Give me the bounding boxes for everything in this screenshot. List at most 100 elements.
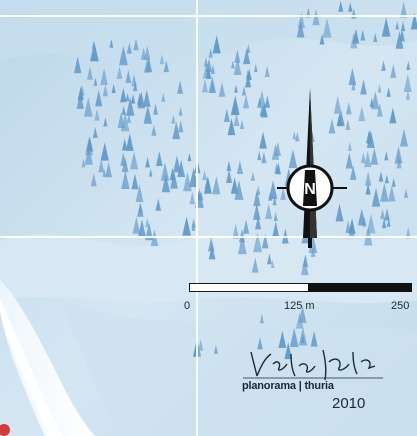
tree-icon (234, 84, 238, 93)
tree-icon (295, 311, 304, 329)
scale-label-middle: 125 m (284, 300, 315, 312)
tree-icon (278, 330, 287, 348)
tree-icon (312, 9, 320, 26)
tree-icon (81, 158, 86, 168)
tree-icon (348, 223, 355, 237)
scale-bar (189, 283, 412, 292)
valley-run-highlight (0, 300, 62, 436)
tree-icon (391, 177, 396, 187)
tree-icon (242, 94, 250, 109)
tree-icon (253, 63, 258, 73)
tree-icon (126, 97, 135, 116)
tree-icon (289, 327, 299, 348)
tree-icon (140, 47, 147, 60)
tree-icon (406, 60, 411, 71)
tree-icon (230, 177, 239, 194)
tree-icon (345, 101, 352, 115)
tree-icon (365, 183, 371, 195)
tree-icon (100, 142, 109, 161)
tree-icon (268, 180, 278, 200)
tree-icon (234, 49, 241, 63)
tree-icon (148, 168, 153, 177)
tree-icon (403, 188, 409, 198)
tree-icon (373, 32, 378, 42)
tree-icon (288, 149, 298, 168)
tree-icon (208, 47, 213, 58)
tree-icon (182, 216, 191, 236)
tree-icon (227, 118, 236, 136)
tree-icon (380, 182, 389, 202)
tree-icon (223, 108, 230, 123)
tree-icon (130, 151, 139, 170)
tree-icon (177, 80, 184, 94)
tree-icon (381, 17, 391, 37)
middle-ridge (0, 234, 417, 303)
tree-icon (384, 151, 389, 161)
tree-icon (300, 334, 305, 343)
tree-icon (234, 180, 244, 200)
tree-icon (212, 35, 221, 54)
tree-icon (362, 216, 367, 227)
tree-icon (322, 17, 332, 38)
tree-icon (103, 116, 108, 127)
compass-letter: N (304, 181, 316, 198)
tree-icon (405, 227, 411, 239)
tree-icon (386, 87, 391, 97)
tree-icon (213, 344, 219, 354)
brand-year: 2010 (332, 395, 366, 412)
tree-icon (93, 77, 98, 86)
tree-icon (173, 155, 181, 173)
tree-icon (198, 190, 204, 201)
tree-icon (348, 2, 353, 12)
tree-icon (161, 173, 171, 193)
tree-icon (371, 91, 380, 110)
tree-icon (363, 226, 373, 246)
tree-icon (102, 84, 109, 97)
tree-icon (358, 106, 366, 122)
tree-icon (116, 66, 123, 79)
tree-icon (187, 152, 192, 162)
tree-icon (208, 244, 216, 260)
tree-icon (153, 103, 158, 115)
tree-icon (366, 213, 376, 234)
tree-icon (239, 119, 245, 129)
tree-icon (201, 78, 209, 93)
tree-icon (388, 185, 396, 202)
tree-icon (302, 254, 309, 267)
tree-icon (270, 259, 275, 268)
tree-icon (151, 124, 157, 136)
tree-icon (143, 56, 152, 73)
valley-run (0, 280, 95, 436)
tree-icon (231, 60, 235, 69)
tree-icon (349, 165, 357, 180)
tree-icon (135, 184, 144, 203)
tree-icon (92, 127, 98, 138)
tree-icon (191, 217, 196, 228)
tree-icon (380, 208, 385, 220)
tree-icon (133, 38, 139, 51)
tree-icon (274, 162, 280, 174)
tree-icon (250, 171, 255, 181)
tree-icon (257, 337, 263, 350)
tree-icon (371, 187, 381, 207)
tree-icon (376, 103, 383, 117)
tree-icon (145, 222, 154, 241)
tree-icon (261, 102, 268, 118)
tree-icon (251, 257, 259, 273)
tree-icon (100, 68, 108, 86)
tree-icon (218, 81, 226, 97)
tree-icon (295, 131, 300, 142)
tree-icon (395, 21, 400, 30)
tree-icon (120, 87, 127, 103)
tree-icon (405, 90, 411, 100)
tree-icon (350, 32, 358, 49)
tree-icon (381, 217, 387, 229)
tree-icon (94, 108, 100, 121)
tree-icon (360, 29, 366, 41)
tree-icon (208, 75, 217, 93)
tree-icon (138, 219, 146, 237)
tree-icon (91, 40, 96, 50)
tree-icon (178, 107, 183, 116)
